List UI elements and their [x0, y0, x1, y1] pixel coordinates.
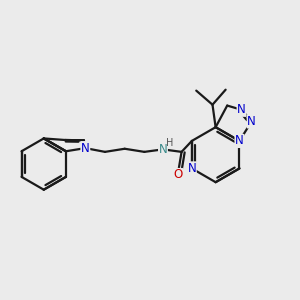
- Text: N: N: [247, 115, 256, 128]
- Text: N: N: [81, 142, 90, 154]
- Text: N: N: [188, 162, 196, 175]
- Text: H: H: [166, 137, 173, 148]
- Text: O: O: [173, 169, 182, 182]
- Text: N: N: [237, 103, 246, 116]
- Text: N: N: [159, 143, 167, 156]
- Text: N: N: [235, 134, 244, 147]
